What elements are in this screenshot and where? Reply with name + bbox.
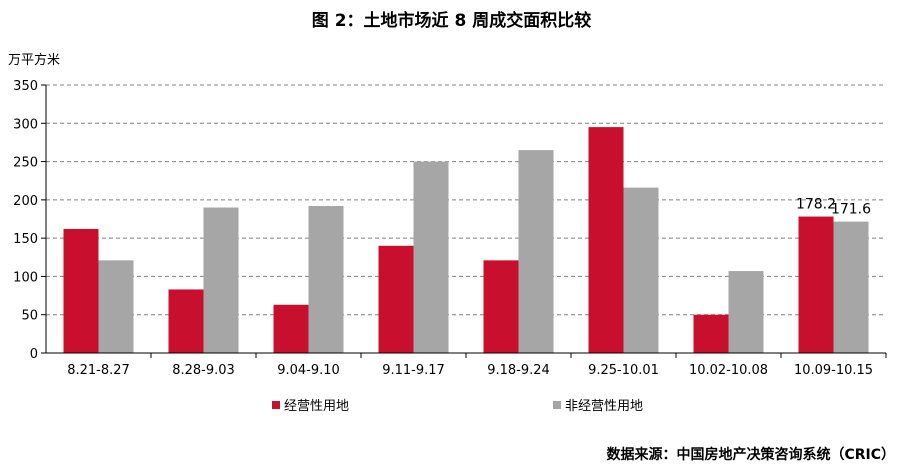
data-label: 171.6: [831, 202, 871, 218]
axes: [41, 84, 887, 358]
y-tick-label: 350: [13, 79, 38, 94]
x-tick-label: 9.11-9.17: [382, 363, 445, 378]
y-axis-label: 万平方米: [8, 52, 60, 68]
x-tick-label: 10.02-10.08: [689, 363, 768, 378]
bar-noncommercial: [728, 271, 764, 353]
x-tick-label: 9.25-10.01: [588, 363, 659, 378]
x-tick-label: 8.21-8.27: [67, 363, 130, 378]
y-tick-label: 200: [13, 194, 38, 209]
legend-swatch: [272, 401, 280, 409]
data-label: 178.2: [796, 197, 836, 213]
bar-noncommercial: [203, 207, 239, 353]
bar-noncommercial: [833, 221, 869, 353]
bar-commercial: [168, 289, 204, 353]
x-tick-label: 9.18-9.24: [487, 363, 550, 378]
bar-commercial: [588, 127, 624, 353]
y-tick-label: 50: [21, 309, 38, 324]
bar-commercial: [378, 245, 414, 353]
legend-label: 经营性用地: [284, 399, 349, 414]
y-tick-label: 250: [13, 156, 38, 171]
bar-commercial: [63, 228, 99, 353]
y-tick-label: 0: [30, 347, 38, 362]
bar-commercial: [798, 216, 834, 353]
chart-source: 数据来源：中国房地产决策咨询系统（CRIC）: [606, 447, 895, 463]
y-tick-label: 150: [13, 232, 38, 247]
bars: [63, 127, 869, 353]
x-tick-label: 8.28-9.03: [172, 363, 235, 378]
bar-noncommercial: [413, 161, 449, 353]
bar-commercial: [273, 304, 309, 353]
bar-noncommercial: [518, 150, 554, 353]
legend: 经营性用地 非经营性用地: [272, 399, 643, 414]
y-tick-label: 100: [13, 270, 38, 285]
x-tick-label: 10.09-10.15: [794, 363, 873, 378]
chart-title: 图 2：土地市场近 8 周成交面积比较: [311, 11, 592, 31]
legend-swatch: [553, 401, 561, 409]
legend-label: 非经营性用地: [565, 399, 643, 414]
bar-noncommercial: [98, 260, 134, 353]
bar-noncommercial: [623, 187, 659, 353]
tick-labels: 0 50 100 150 200 250 300 350 8.21-8.27 8.28-9.03 9…: [13, 79, 873, 378]
bar-noncommercial: [308, 205, 344, 353]
x-tick-label: 9.04-9.10: [277, 363, 340, 378]
bar-commercial: [483, 260, 519, 353]
y-tick-label: 300: [13, 117, 38, 132]
bar-commercial: [693, 314, 729, 353]
